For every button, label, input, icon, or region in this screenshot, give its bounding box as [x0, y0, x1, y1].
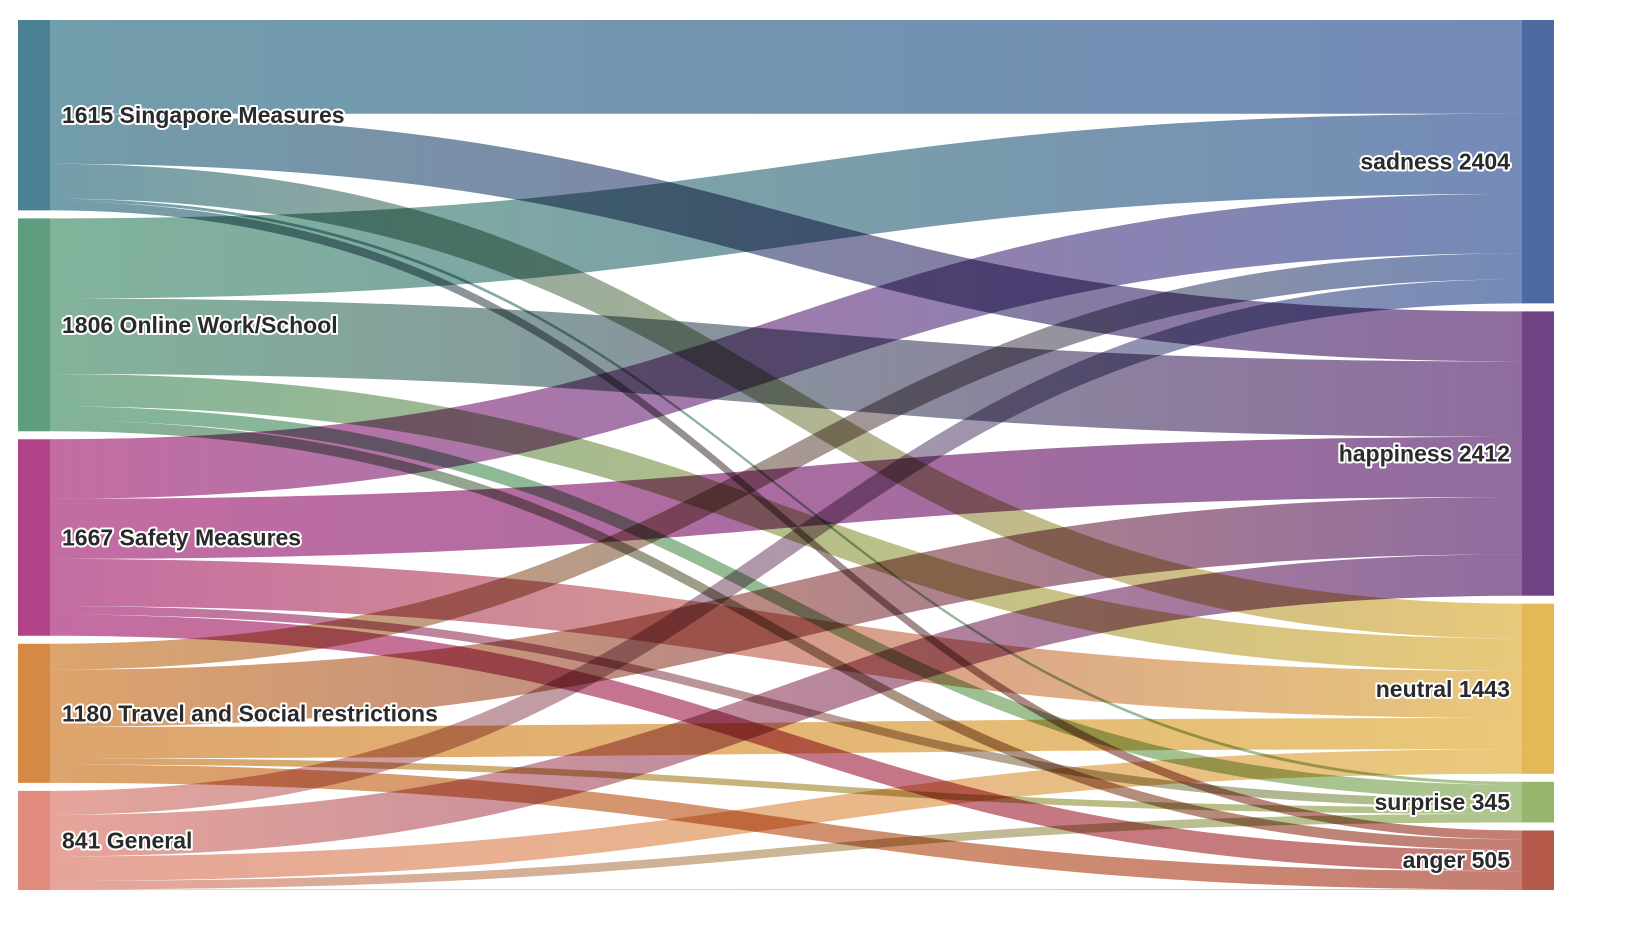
node-anger[interactable]	[1522, 830, 1554, 890]
node-online[interactable]	[18, 218, 50, 432]
node-label-online: 1806 Online Work/School	[62, 312, 338, 338]
link-online-to-sadness[interactable]	[50, 113, 1522, 299]
node-label-general: 841 General	[62, 827, 192, 853]
node-neutral[interactable]	[1522, 603, 1554, 774]
node-label-happiness: happiness 2412	[1339, 441, 1510, 467]
node-happiness[interactable]	[1522, 311, 1554, 596]
link-group	[50, 20, 1522, 890]
node-general[interactable]	[18, 790, 50, 890]
link-general-to-neutral[interactable]	[50, 749, 1522, 881]
node-label-surprise: surprise 345	[1374, 789, 1510, 815]
link-general-to-happiness[interactable]	[50, 554, 1522, 857]
node-label-anger: anger 505	[1403, 847, 1511, 873]
node-label-singapore: 1615 Singapore Measures	[62, 102, 345, 128]
link-general-to-sadness[interactable]	[50, 279, 1522, 815]
node-label-travel: 1180 Travel and Social restrictions	[62, 700, 438, 726]
link-travel-to-surprise[interactable]	[50, 758, 1522, 814]
node-sadness[interactable]	[1522, 20, 1554, 304]
node-travel[interactable]	[18, 643, 50, 783]
node-singapore[interactable]	[18, 20, 50, 211]
label-group: 1615 Singapore Measures 1806 Online Work/…	[60, 100, 1512, 875]
link-travel-to-happiness[interactable]	[50, 497, 1522, 727]
node-surprise[interactable]	[1522, 781, 1554, 823]
link-travel-to-sadness[interactable]	[50, 253, 1522, 670]
link-singapore-to-sadness[interactable]	[50, 20, 1522, 114]
link-safety-to-sadness[interactable]	[50, 193, 1522, 499]
node-label-safety: 1667 Safety Measures	[62, 525, 301, 551]
link-safety-to-happiness[interactable]	[50, 436, 1522, 559]
node-safety[interactable]	[18, 439, 50, 636]
node-label-neutral: neutral 1443	[1376, 676, 1510, 702]
node-label-sadness: sadness 2404	[1360, 149, 1510, 175]
node-group	[18, 20, 1554, 890]
link-general-to-surprise[interactable]	[50, 813, 1522, 890]
